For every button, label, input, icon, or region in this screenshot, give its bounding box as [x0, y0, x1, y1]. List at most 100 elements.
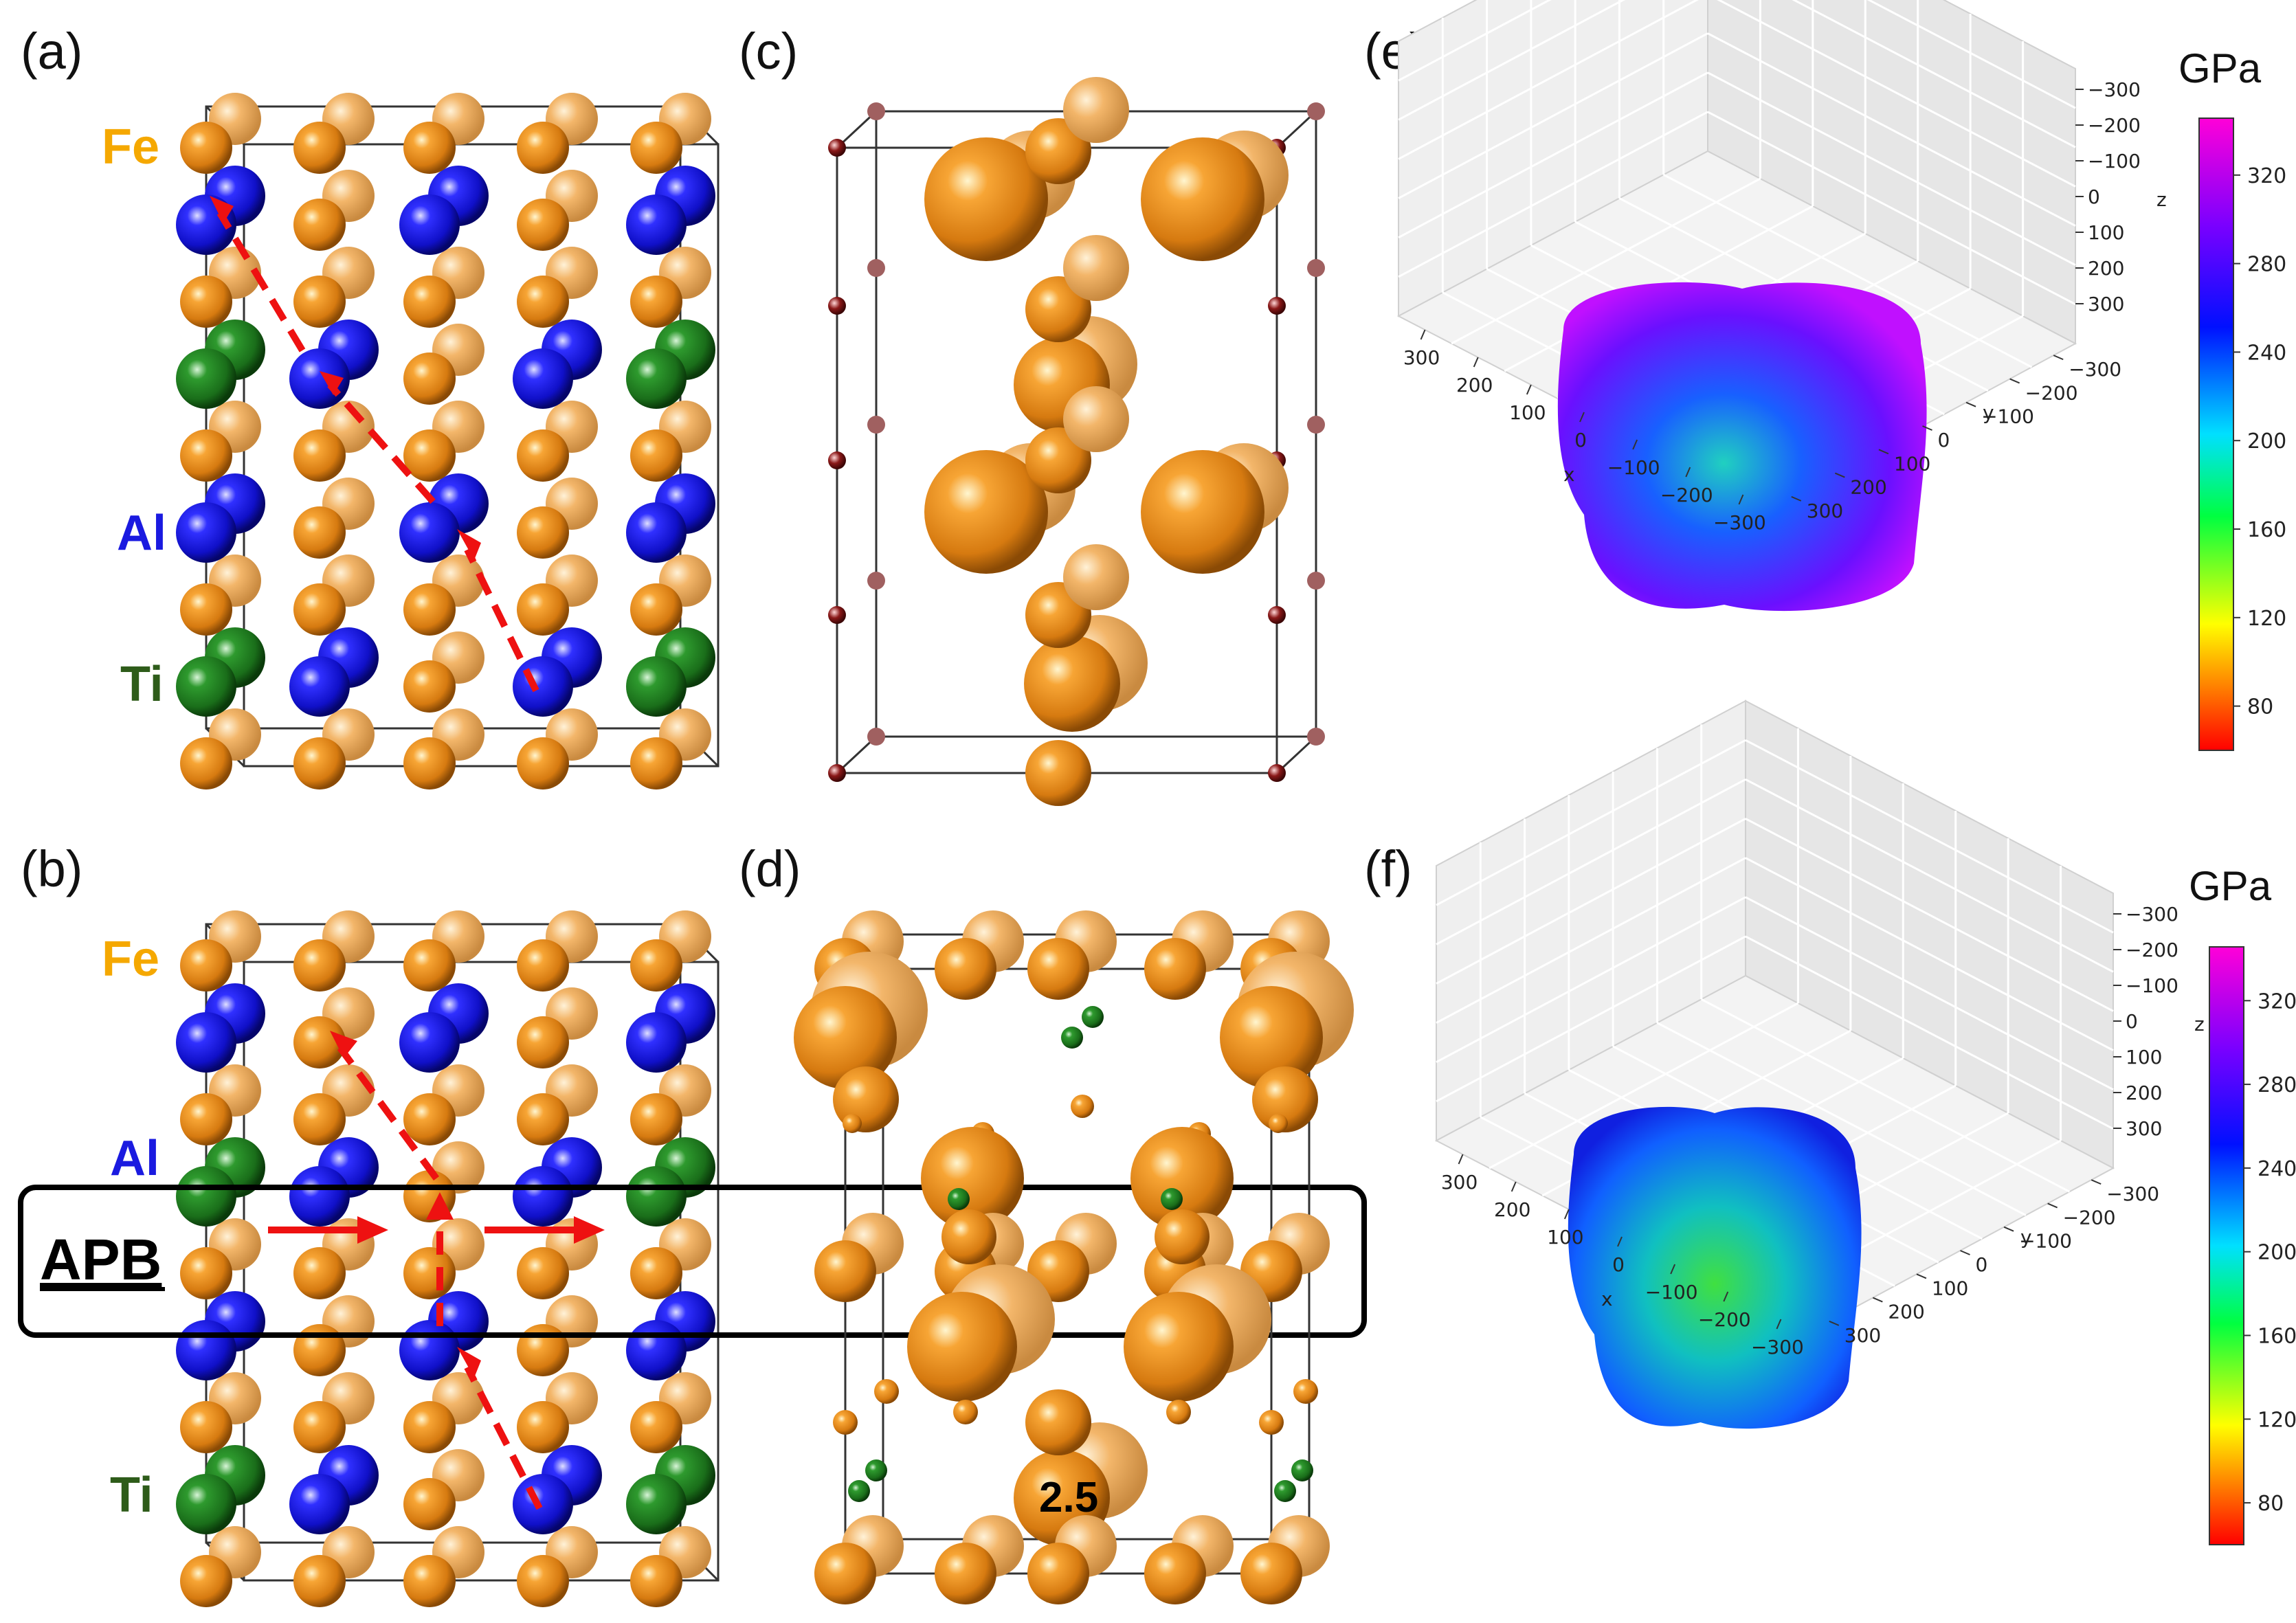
fe-density: [794, 986, 897, 1089]
fe-atom: [293, 1555, 346, 1607]
al-atom: [626, 194, 687, 255]
arrow-heads-b: [330, 1031, 605, 1378]
ti-atom: [1291, 1459, 1313, 1481]
colorbar-tick-label: 80: [2247, 695, 2273, 719]
y-axis-label: y: [1983, 401, 1994, 424]
fe-atom: [180, 429, 232, 482]
x-tick-label: −100: [1645, 1281, 1698, 1303]
grid-line: [1436, 896, 1746, 1064]
al-atom: [289, 656, 350, 717]
apb-label: APB: [40, 1227, 161, 1292]
z-tick-label: 0: [2126, 1010, 2138, 1033]
fe-atom: [293, 429, 346, 482]
arrows-a: [216, 211, 539, 693]
fe-small: [874, 1379, 899, 1404]
ti-label-a: Ti: [120, 657, 164, 712]
y-tick-label: 300: [1807, 500, 1843, 522]
grid-line: [1745, 739, 2114, 934]
z-tick-label: −300: [2126, 903, 2178, 926]
small-atom: [828, 606, 846, 624]
fe-atom: [293, 1016, 346, 1068]
al-label-b: Al: [110, 1131, 159, 1186]
x-tick: [1670, 1264, 1676, 1275]
fe-density: [1124, 1292, 1234, 1402]
fe-atom: [293, 506, 346, 559]
fe-atom: [517, 737, 569, 790]
y-tick: [1916, 1273, 1927, 1279]
x-tick-label: 300: [1441, 1171, 1478, 1194]
fe-atom: [941, 1209, 996, 1264]
al-atom: [513, 1474, 573, 1534]
x-tick-label: 0: [1612, 1253, 1625, 1276]
al-atom: [626, 502, 687, 563]
fe-atom: [1063, 386, 1129, 452]
al-label-a: Al: [117, 506, 166, 561]
al-atom: [399, 1320, 460, 1380]
elastic-modulus-surface: [1568, 1106, 1862, 1429]
x-tick-label: 100: [1509, 401, 1546, 424]
z-tick-label: −100: [2126, 974, 2178, 997]
fe-atom: [517, 1324, 569, 1376]
x-tick-label: 200: [1456, 374, 1493, 396]
y-tick-label: −300: [2069, 358, 2121, 381]
fe-atom: [630, 1247, 682, 1299]
ti-atom: [948, 1188, 970, 1210]
al-atom: [513, 348, 573, 409]
fe-density: [1141, 450, 1264, 574]
z-tick-label: 0: [2088, 186, 2100, 208]
colorbar-tick-label: 320: [2258, 989, 2296, 1014]
fe-atom: [1155, 1209, 1210, 1264]
ti-atom: [176, 656, 236, 717]
x-axis-label: x: [1563, 463, 1575, 486]
colorbar-title-e: GPa: [2178, 45, 2262, 91]
ti-atom: [176, 1166, 236, 1227]
x-tick-label: 200: [1494, 1198, 1530, 1221]
grid-line: [1663, 173, 2033, 368]
fe-small: [1269, 1114, 1288, 1133]
ti-atom: [626, 348, 687, 409]
z-tick-label: −300: [2088, 78, 2141, 101]
elastic-surface-e: −300−200−1000100200300z3002001000−100−20…: [1396, 0, 2167, 612]
x-tick: [1632, 439, 1638, 450]
fe-density: [921, 1127, 1024, 1230]
fe-atom: [517, 1555, 569, 1607]
atoms-c: [828, 77, 1325, 806]
fe-atom: [935, 1543, 996, 1604]
small-atom-back: [1307, 728, 1325, 746]
small-atom: [828, 139, 846, 157]
z-tick-label: −200: [2088, 114, 2141, 137]
y-tick-label: −300: [2106, 1183, 2159, 1205]
fe-atom: [630, 429, 682, 482]
fe-atom: [935, 938, 996, 1000]
ti-atom: [176, 348, 236, 409]
small-atom: [1268, 764, 1286, 782]
x-tick: [1420, 329, 1426, 340]
fe-atom: [293, 199, 346, 251]
y-tick-label: −100: [1981, 405, 2034, 428]
fe-atom: [180, 276, 232, 328]
fe-atom: [180, 122, 232, 174]
fe-atom: [517, 122, 569, 174]
crystal-structure-b: Fe Al Ti APB: [18, 910, 1367, 1607]
al-atom: [399, 502, 460, 563]
fe-atom: [517, 939, 569, 992]
fe-atom: [517, 429, 569, 482]
fe-atom: [1025, 1389, 1091, 1455]
grid-line: [1745, 778, 2114, 973]
fe-density: [924, 450, 1048, 574]
fe-atom: [1063, 544, 1129, 610]
y-tick-label: −100: [2019, 1230, 2072, 1253]
al-atom: [176, 1012, 236, 1073]
grid-line: [1398, 0, 1699, 160]
fe-density: [907, 1292, 1017, 1402]
atoms-b: [176, 910, 715, 1607]
small-atom-back: [867, 102, 885, 120]
al-atom: [399, 1012, 460, 1073]
y-tick-label: 0: [1976, 1253, 1988, 1276]
fe-atom: [630, 737, 682, 790]
apb-box: [18, 1185, 1367, 1338]
y-tick: [1965, 401, 1976, 407]
colorbar-tick-label: 240: [2258, 1157, 2296, 1181]
fe-atom: [293, 276, 346, 328]
fe-atom: [403, 1401, 456, 1453]
